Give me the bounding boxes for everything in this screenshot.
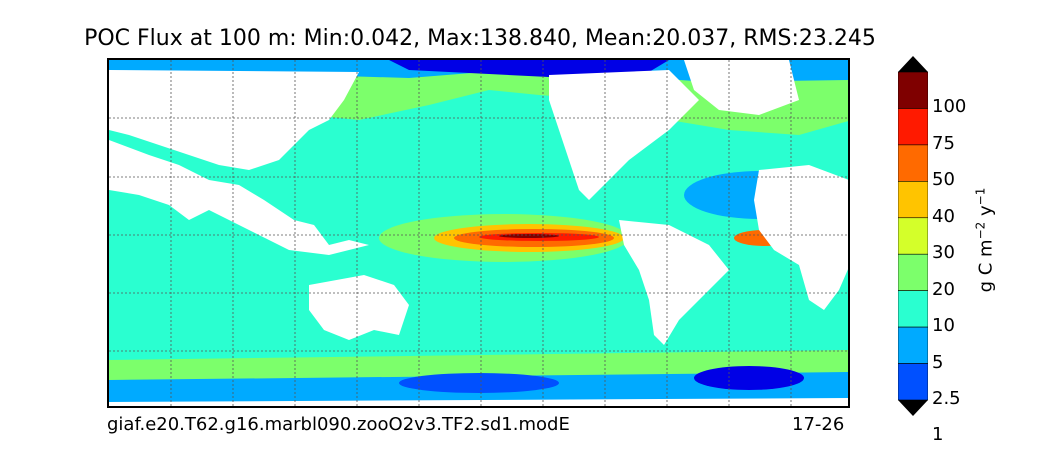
map-title: POC Flux at 100 m: Min:0.042, Max:138.84… [84, 26, 876, 51]
colorbar-segment [898, 181, 928, 219]
colorbar-tick-label: 10 [932, 315, 955, 337]
asia-continent [109, 140, 369, 255]
australia-continent [309, 275, 409, 340]
colorbar-tick-label: 50 [932, 169, 955, 191]
colorbar-segment [898, 290, 928, 328]
southern-low-flux-1 [399, 373, 559, 393]
colorbar-tick-label: 100 [932, 96, 967, 118]
colorbar-tick-label: 2.5 [932, 388, 961, 409]
colorbar-tick-label: 20 [932, 278, 955, 300]
colorbar-units: g C m−2 y−1 [973, 187, 997, 293]
colorbar-segment [898, 108, 928, 146]
map-plot-area [107, 58, 850, 408]
colorbar-segment [898, 253, 928, 291]
south-america-continent [619, 220, 729, 345]
colorbar-tick-label: 40 [932, 205, 955, 227]
colorbar-tick-label: 75 [932, 132, 955, 154]
africa-continent [754, 165, 848, 310]
colorbar-tick-label: 30 [932, 242, 955, 264]
colorbar-segment [898, 217, 928, 255]
southern-low-flux-2 [694, 366, 804, 390]
north-america-continent [549, 70, 699, 200]
case-name-label: giaf.e20.T62.g16.marbl090.zooO2v3.TF2.sd… [107, 414, 570, 435]
colorbar-segment [898, 326, 928, 364]
colorbar-segment [898, 144, 928, 182]
ocean-flux-map [109, 60, 848, 406]
colorbar-tick-label: 1 [932, 424, 944, 446]
colorbar-segment [898, 71, 928, 109]
eurasia-continent [109, 70, 359, 170]
colorbar [898, 56, 928, 416]
colorbar-tick-label: 5 [932, 351, 944, 373]
colorbar-extend-min [898, 400, 928, 416]
antarctica [109, 398, 848, 406]
colorbar-extend-max [898, 56, 928, 72]
years-label: 17-26 [792, 414, 845, 435]
colorbar-segment [898, 363, 928, 401]
greenland [684, 60, 799, 115]
